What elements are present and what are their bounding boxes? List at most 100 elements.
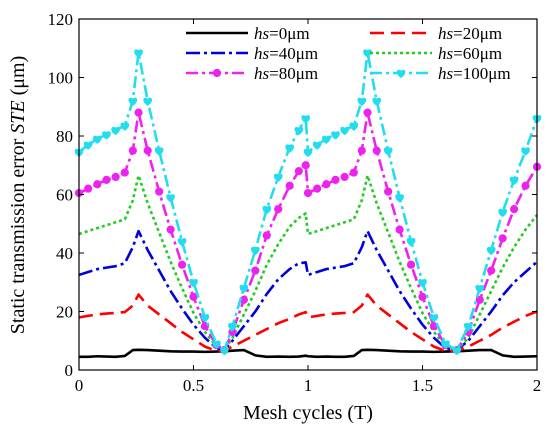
data-point	[487, 266, 496, 275]
x-axis: 0 0.5 1 1.5 2	[75, 19, 542, 395]
series-line	[78, 229, 538, 352]
series-3	[78, 174, 539, 352]
data-point	[357, 146, 366, 155]
data-point	[262, 231, 271, 240]
data-point	[475, 295, 484, 304]
legend-label: hs=100μm	[438, 64, 511, 83]
data-point	[313, 184, 322, 193]
data-point	[452, 346, 462, 356]
y-tick-label: 0	[65, 361, 74, 380]
legend-entry: hs=80μm	[186, 64, 318, 83]
data-point	[177, 260, 187, 269]
legend-entry: hs=40μm	[186, 44, 318, 63]
data-point	[93, 180, 102, 189]
y-axis-title: Static transmission error STE (μm)	[7, 56, 29, 334]
data-point	[274, 205, 283, 214]
data-point	[301, 161, 310, 170]
data-point	[321, 135, 331, 144]
series-1	[78, 293, 538, 353]
data-point	[349, 122, 359, 131]
data-point	[134, 108, 143, 117]
data-point	[441, 340, 450, 349]
data-point	[228, 322, 237, 332]
data-point	[102, 175, 111, 184]
data-point	[349, 168, 358, 177]
data-point	[418, 292, 427, 301]
x-tick-label: 1.5	[412, 376, 433, 395]
data-point	[83, 141, 93, 150]
data-point	[102, 131, 111, 140]
data-point	[212, 340, 221, 349]
data-point	[509, 205, 519, 214]
data-point	[303, 188, 313, 198]
data-point	[111, 172, 120, 182]
data-point	[383, 147, 393, 156]
data-point	[294, 167, 303, 176]
data-point	[395, 194, 404, 203]
x-tick-label: 1	[304, 376, 313, 395]
data-point	[486, 246, 496, 256]
legend-marker	[396, 69, 406, 78]
legend-entry: hs=60μm	[370, 44, 502, 63]
data-point	[475, 284, 485, 294]
data-point	[154, 147, 164, 156]
x-axis-title: Mesh cycles (T)	[243, 402, 373, 424]
data-point	[357, 97, 367, 106]
x-tick-label: 2	[533, 376, 542, 395]
data-point	[166, 194, 175, 203]
legend-entry: hs=100μm	[370, 64, 511, 83]
data-point	[220, 346, 229, 356]
y-tick-label: 100	[48, 69, 74, 88]
data-point	[120, 122, 130, 131]
data-point	[251, 266, 260, 275]
data-point	[134, 49, 143, 58]
legend-label: hs=60μm	[438, 44, 502, 63]
series-line	[78, 51, 539, 352]
data-point	[372, 97, 382, 106]
data-point	[418, 279, 427, 288]
y-tick-label: 80	[56, 127, 73, 146]
y-tick-label: 60	[56, 186, 73, 205]
data-point	[239, 284, 249, 294]
x-tick-label: 0	[75, 376, 84, 395]
data-point	[406, 260, 416, 269]
data-point	[372, 146, 381, 155]
data-point	[120, 168, 129, 177]
data-point	[498, 234, 507, 243]
legend-marker	[212, 68, 222, 78]
data-point	[463, 322, 473, 332]
data-point	[395, 225, 404, 234]
data-point	[200, 314, 210, 323]
data-point	[509, 176, 519, 185]
data-point	[322, 180, 331, 189]
series-2	[78, 229, 538, 352]
data-point	[294, 126, 304, 136]
legend-label: hs=80μm	[254, 64, 318, 83]
data-point	[189, 292, 198, 301]
data-point	[521, 147, 530, 156]
data-point	[406, 238, 416, 247]
data-point	[155, 187, 164, 196]
data-point	[384, 187, 393, 196]
legend-label: hs=20μm	[438, 24, 502, 43]
y-tick-label: 20	[56, 303, 73, 322]
y-axis: 0 20 40 60 80 100 120	[48, 10, 537, 380]
data-point	[331, 175, 340, 184]
data-point	[331, 131, 340, 140]
data-point	[273, 173, 283, 182]
data-point	[340, 172, 349, 182]
data-point	[143, 97, 153, 106]
data-point	[111, 126, 120, 136]
y-tick-label: 40	[56, 244, 73, 263]
legend-label: hs=0μm	[254, 24, 310, 43]
data-point	[177, 238, 187, 247]
series-0	[79, 348, 538, 359]
legend-label: hs=40μm	[254, 44, 318, 63]
data-point	[340, 126, 349, 136]
data-point	[303, 148, 313, 158]
data-point	[189, 279, 198, 288]
series-line	[78, 293, 538, 353]
legend-entry: hs=20μm	[370, 24, 502, 43]
data-point	[262, 205, 272, 215]
